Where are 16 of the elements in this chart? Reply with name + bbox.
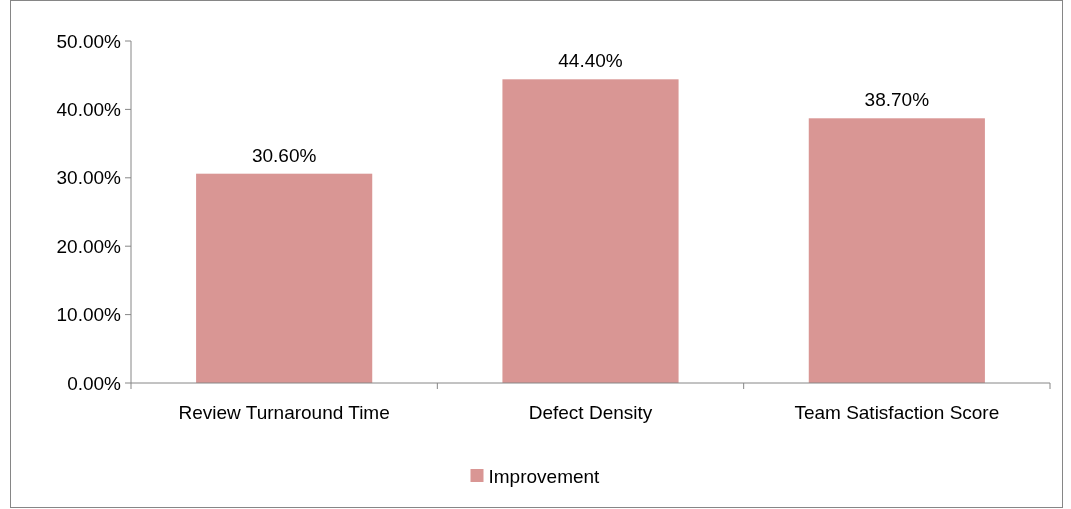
legend-label: Improvement (488, 465, 601, 487)
bar (196, 173, 373, 383)
bar (808, 118, 985, 383)
x-tick-label: Review Turnaround Time (178, 402, 390, 423)
bar (502, 79, 679, 383)
y-tick-label: 30.00% (56, 167, 122, 189)
y-tick-label: 50.00% (56, 30, 122, 52)
y-tick-label: 10.00% (56, 304, 122, 326)
x-tick-label: Defect Density (528, 402, 653, 423)
x-tick-label: Team Satisfaction Score (794, 402, 1000, 423)
y-tick-label: 40.00% (56, 99, 122, 121)
data-label: 44.40% (558, 50, 623, 72)
y-tick-label: 20.00% (56, 235, 122, 257)
data-label: 38.70% (864, 89, 930, 111)
data-label: 30.60% (251, 144, 317, 166)
y-tick-label: 0.00% (67, 372, 122, 394)
